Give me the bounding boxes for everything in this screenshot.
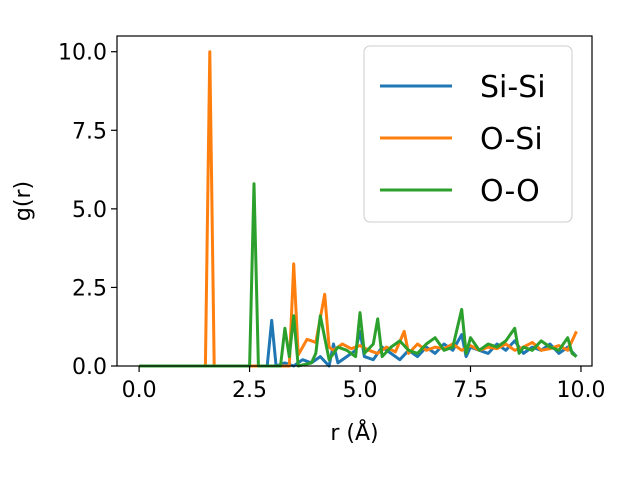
x-tick-label: 5.0 — [343, 378, 378, 403]
axes: 0.0 2.5 5.0 7.5 10.0 0.0 2.5 5.0 7.5 10.0 — [58, 35, 605, 403]
y-tick-label: 0.0 — [72, 355, 107, 380]
axes-frame — [116, 35, 593, 367]
y-tick-label: 7.5 — [72, 119, 107, 144]
y-tick-label: 5.0 — [72, 198, 107, 223]
legend-label-1: O-Si — [480, 122, 543, 157]
legend-label-2: O-O — [480, 174, 540, 209]
legend: Si-Si O-Si O-O — [363, 45, 573, 223]
x-tick-label: 10.0 — [556, 378, 605, 403]
x-tick-label: 2.5 — [232, 378, 267, 403]
y-axis-label: g(r) — [11, 181, 36, 221]
y-tick-label: 2.5 — [72, 276, 107, 301]
x-tick-label: 7.5 — [453, 378, 488, 403]
x-axis-label: r (Å) — [330, 419, 378, 446]
series-line-2 — [139, 182, 578, 368]
x-tick-label: 0.0 — [122, 378, 157, 403]
plot-area — [139, 50, 578, 368]
y-tick-label: 10.0 — [58, 41, 107, 66]
legend-box — [363, 45, 573, 223]
legend-label-0: Si-Si — [480, 70, 546, 105]
